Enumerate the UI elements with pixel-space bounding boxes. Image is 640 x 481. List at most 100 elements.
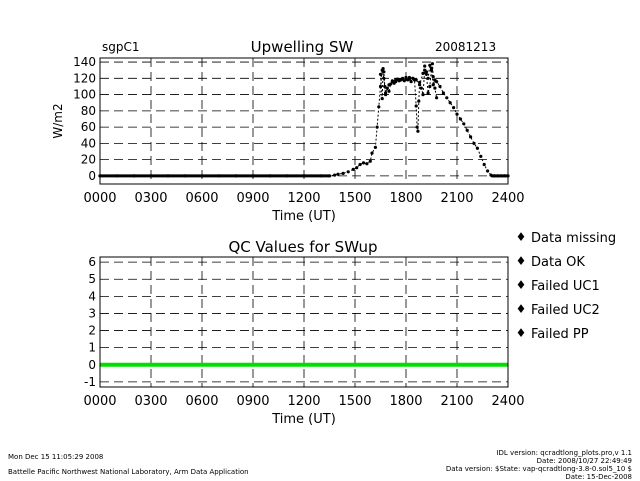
data-point — [431, 75, 435, 79]
data-point — [416, 129, 420, 133]
data-point — [445, 96, 449, 100]
legend-marker: ♦ — [516, 254, 527, 268]
x-tick-label: 1200 — [287, 394, 320, 409]
y-tick-label: 1 — [88, 341, 96, 355]
data-point — [380, 97, 384, 101]
data-point — [441, 91, 445, 95]
data-point — [387, 89, 391, 93]
top-chart-ylabel: W/m2 — [51, 103, 65, 138]
x-tick-label: 0000 — [83, 191, 116, 206]
data-point — [479, 154, 483, 158]
data-point — [419, 86, 423, 90]
data-point — [409, 80, 413, 84]
data-point — [373, 145, 377, 149]
data-point — [378, 72, 383, 76]
data-point — [486, 169, 490, 173]
y-tick-label: 20 — [81, 153, 96, 167]
x-tick-label: 0600 — [185, 191, 218, 206]
qc-chart-xlabel: Time (UT) — [271, 412, 336, 427]
qc-chart-frame — [99, 256, 509, 388]
data-point — [412, 78, 417, 82]
top-chart-grid — [100, 58, 508, 184]
y-tick-label: 120 — [73, 71, 96, 85]
y-tick-label: 2 — [88, 324, 96, 338]
top-chart-marks — [98, 62, 510, 178]
footer-idl-version: IDL version: qcradtlong_plots.pro,v 1.1 — [496, 449, 632, 457]
x-tick-label: 0300 — [134, 394, 167, 409]
legend-label: Data OK — [531, 255, 585, 270]
qc-chart: QC Values for SWup -1 0 1 2 3 4 5 6 0000 0300 060… — [83, 230, 616, 427]
top-chart-frame — [99, 57, 509, 185]
top-chart-y-ticks: 0 20 40 60 80 100 120 140 — [73, 55, 96, 183]
x-tick-label: 1500 — [338, 394, 371, 409]
data-point — [424, 72, 428, 76]
data-point — [358, 162, 362, 167]
data-point — [415, 125, 419, 129]
y-tick-label: 60 — [81, 120, 96, 134]
top-chart-xlabel: Time (UT) — [271, 209, 336, 224]
qc-chart-legend: ♦ Data missing ♦ Data OK ♦ Failed UC1 ♦ Failed … — [516, 230, 616, 342]
data-point — [336, 172, 340, 176]
data-point — [389, 82, 393, 86]
data-point — [469, 135, 473, 139]
data-point — [435, 80, 439, 84]
legend-label: Failed PP — [531, 327, 589, 342]
x-tick-label: 1800 — [389, 191, 422, 206]
top-chart: sgpC1 Upwelling SW 20081213 W/m2 0 20 40 60… — [51, 38, 525, 224]
footer-data-version: Data version: $State: vap-qcradtlong-3.8… — [445, 465, 632, 473]
data-point — [401, 76, 405, 80]
data-point — [462, 122, 466, 126]
x-tick-label: 0900 — [236, 394, 269, 409]
data-point — [414, 104, 418, 108]
y-tick-label: 100 — [73, 88, 96, 102]
footer-organization: Battelle Pacific Northwest National Labo… — [8, 468, 249, 476]
data-point — [383, 84, 387, 89]
y-tick-label: 3 — [88, 306, 96, 320]
qc-chart-title: QC Values for SWup — [228, 238, 377, 256]
data-point — [384, 91, 388, 95]
data-point — [361, 161, 366, 165]
y-tick-label: 80 — [81, 104, 96, 118]
data-point — [455, 112, 459, 116]
legend-marker: ♦ — [516, 278, 527, 292]
top-chart-date: 20081213 — [435, 40, 496, 54]
data-point — [423, 68, 427, 72]
y-tick-label: 140 — [73, 55, 96, 69]
data-point — [428, 84, 432, 89]
data-point — [472, 141, 476, 145]
top-chart-title: Upwelling SW — [251, 38, 354, 56]
x-tick-label: 0600 — [185, 394, 218, 409]
footer-date: Date: 2008/10/27 22:49:49 — [536, 457, 632, 465]
data-point — [465, 128, 469, 132]
data-point — [426, 91, 430, 95]
y-tick-label: 0 — [88, 358, 96, 372]
data-point — [404, 75, 408, 80]
data-point — [475, 146, 479, 150]
legend-label: Failed UC2 — [531, 303, 600, 318]
legend-marker: ♦ — [516, 326, 527, 340]
data-point — [385, 86, 389, 90]
data-point — [428, 63, 432, 67]
x-tick-label: 2100 — [440, 394, 473, 409]
legend-label: Data missing — [531, 231, 616, 246]
qc-chart-grid — [100, 257, 508, 387]
data-point — [368, 159, 372, 163]
footer-date-short: Date: 15-Dec-2008 — [565, 473, 632, 481]
data-point — [421, 93, 425, 97]
data-point — [448, 101, 452, 105]
data-point — [355, 166, 359, 170]
data-point — [382, 70, 386, 74]
data-point — [375, 125, 379, 129]
y-tick-label: 0 — [88, 169, 96, 183]
data-point — [333, 173, 337, 177]
qc-chart-x-ticks: 0000 0300 0600 0900 1200 1500 1800 2100 2400 — [83, 394, 524, 409]
x-tick-label: 0300 — [134, 191, 167, 206]
y-tick-label: 5 — [88, 272, 96, 286]
data-point — [430, 62, 434, 66]
data-point — [341, 171, 345, 175]
x-tick-label: 2400 — [491, 394, 524, 409]
data-point — [421, 71, 425, 75]
x-tick-label: 1200 — [287, 191, 320, 206]
data-point — [435, 96, 439, 100]
